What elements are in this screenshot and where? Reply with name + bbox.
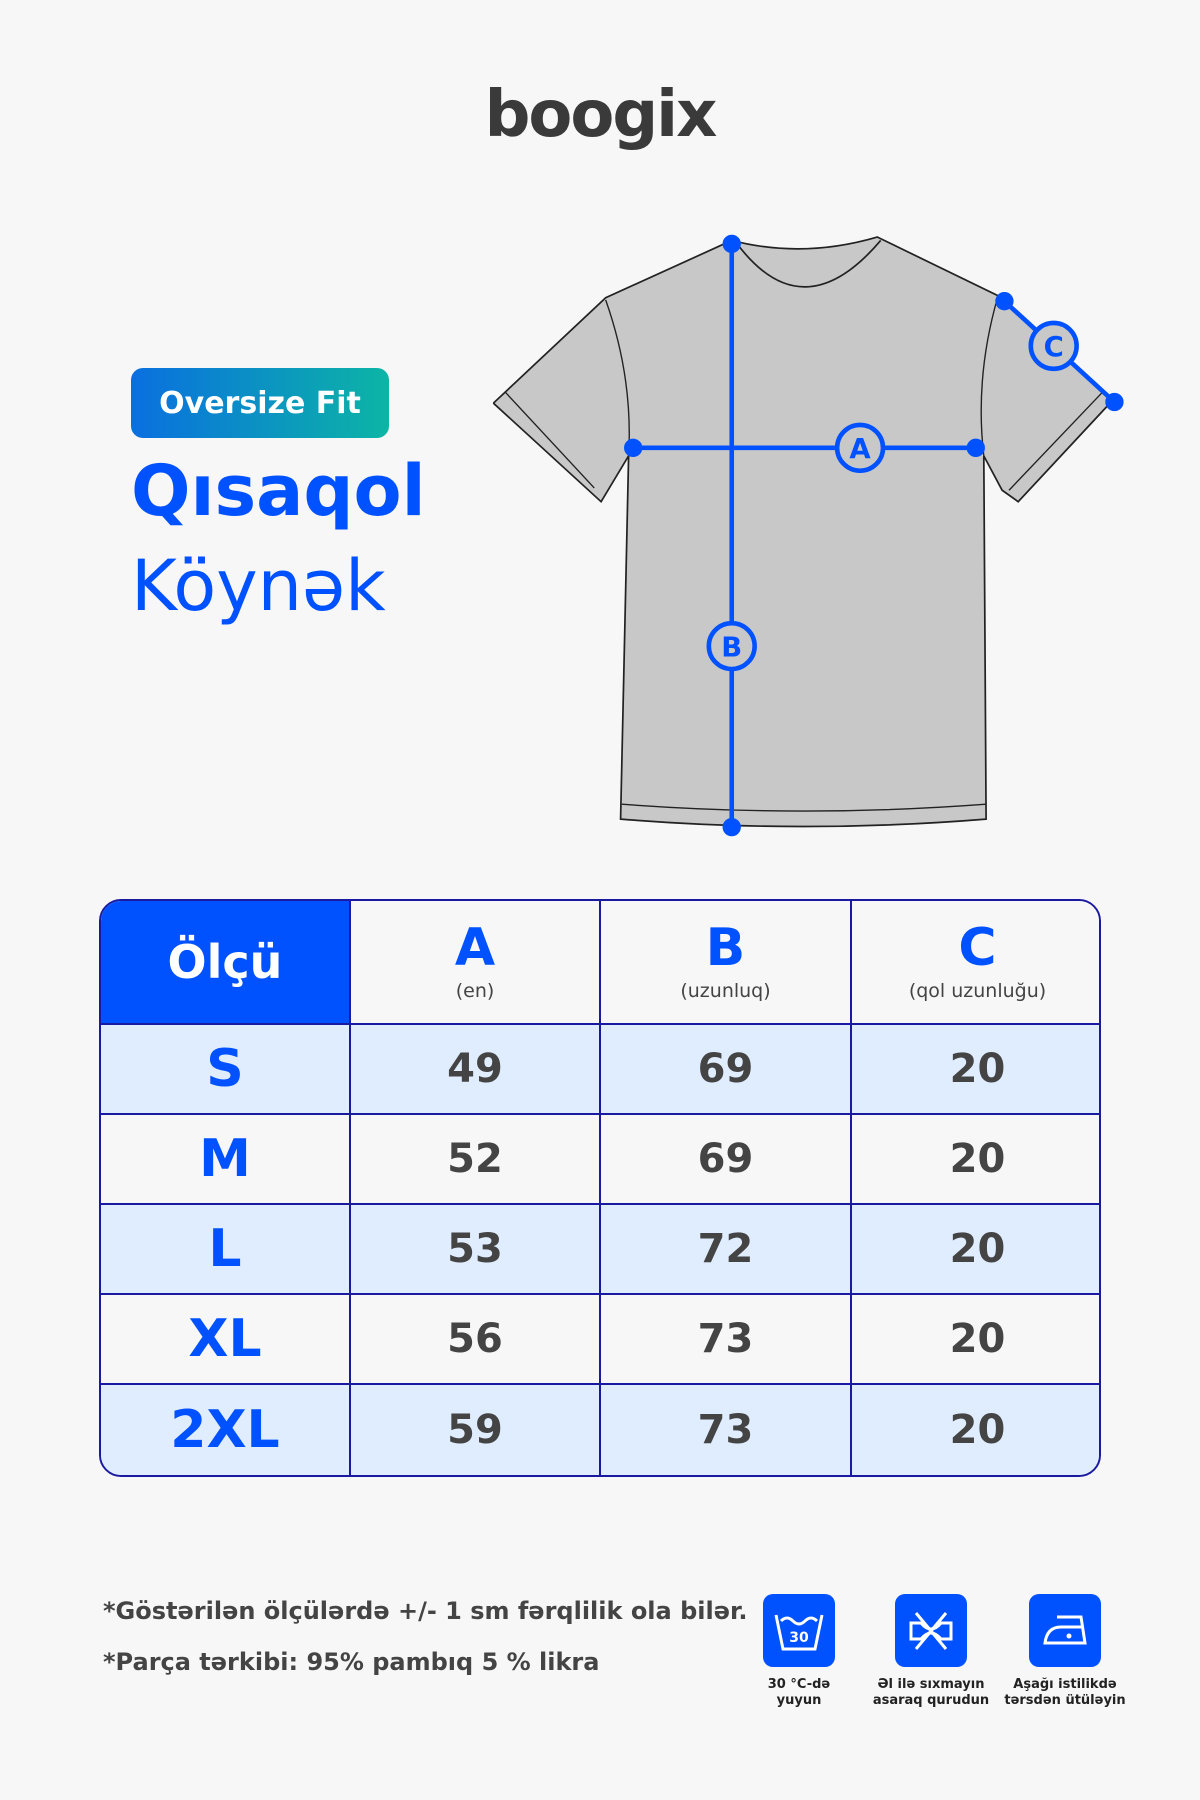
value-cell: 20 <box>852 1025 1099 1115</box>
size-cell: S <box>101 1025 351 1115</box>
value-cell: 72 <box>601 1205 852 1295</box>
value-cell: 20 <box>852 1115 1099 1205</box>
product-title-line1: Qısaqol <box>131 450 426 532</box>
care-label-iron: Aşağı istilikdə tərsdən ütüləyin <box>995 1677 1135 1709</box>
col-letter: A <box>454 918 496 978</box>
note-fabric: *Parça tərkibi: 95% pambıq 5 % likra <box>103 1648 600 1676</box>
label-b: B <box>721 631 742 663</box>
care-label-line: asaraq qurudun <box>872 1693 990 1708</box>
brand-logo: boogix <box>484 78 718 152</box>
fit-badge: Oversize Fit <box>131 368 389 438</box>
note-tolerance: *Göstərilən ölçülərdə +/- 1 sm fərqlilik… <box>103 1597 748 1625</box>
value-cell: 56 <box>351 1295 601 1385</box>
product-title-line2: Köynək <box>131 545 386 627</box>
col-letter: B <box>705 918 746 978</box>
no-wring-icon <box>895 1594 967 1667</box>
size-cell: 2XL <box>101 1385 351 1475</box>
value-cell: 69 <box>601 1025 852 1115</box>
care-label-wash: 30 °C-də yuyun <box>729 1677 869 1709</box>
care-label-line: yuyun <box>776 1693 822 1708</box>
tshirt-diagram: A B C <box>493 234 1124 837</box>
value-cell: 73 <box>601 1385 852 1475</box>
care-label-line: Aşağı istilikdə <box>1013 1677 1117 1692</box>
size-cell: M <box>101 1115 351 1205</box>
col-desc: (en) <box>455 980 495 1002</box>
wash-temp: 30 <box>789 1630 809 1646</box>
size-cell: L <box>101 1205 351 1295</box>
iron-low-icon <box>1029 1594 1101 1667</box>
header-size: Ölçü <box>101 901 351 1025</box>
care-label-line: Əl ilə sıxmayın <box>877 1677 985 1692</box>
col-desc: (uzunluq) <box>680 980 771 1002</box>
care-label-line: tərsdən ütüləyin <box>1004 1693 1126 1708</box>
wash-30-icon: 30 <box>763 1594 835 1667</box>
label-a: A <box>849 433 871 465</box>
value-cell: 59 <box>351 1385 601 1475</box>
value-cell: 20 <box>852 1295 1099 1385</box>
value-cell: 20 <box>852 1385 1099 1475</box>
care-label-line: 30 °C-də <box>767 1677 831 1692</box>
tshirt-shape <box>493 236 1114 828</box>
size-cell: XL <box>101 1295 351 1385</box>
col-letter: C <box>958 918 997 978</box>
value-cell: 52 <box>351 1115 601 1205</box>
label-c: C <box>1044 331 1064 363</box>
value-cell: 73 <box>601 1295 852 1385</box>
value-cell: 20 <box>852 1205 1099 1295</box>
header-c: C (qol uzunluğu) <box>852 901 1099 1025</box>
col-desc: (qol uzunluğu) <box>908 980 1047 1002</box>
size-table: Ölçü A (en) B (uzunluq) C (qol uzunluğu) S … <box>99 899 1101 1477</box>
value-cell: 49 <box>351 1025 601 1115</box>
header-b: B (uzunluq) <box>601 901 852 1025</box>
value-cell: 69 <box>601 1115 852 1205</box>
header-a: A (en) <box>351 901 601 1025</box>
care-label-wring: Əl ilə sıxmayın asaraq qurudun <box>861 1677 1001 1709</box>
value-cell: 53 <box>351 1205 601 1295</box>
